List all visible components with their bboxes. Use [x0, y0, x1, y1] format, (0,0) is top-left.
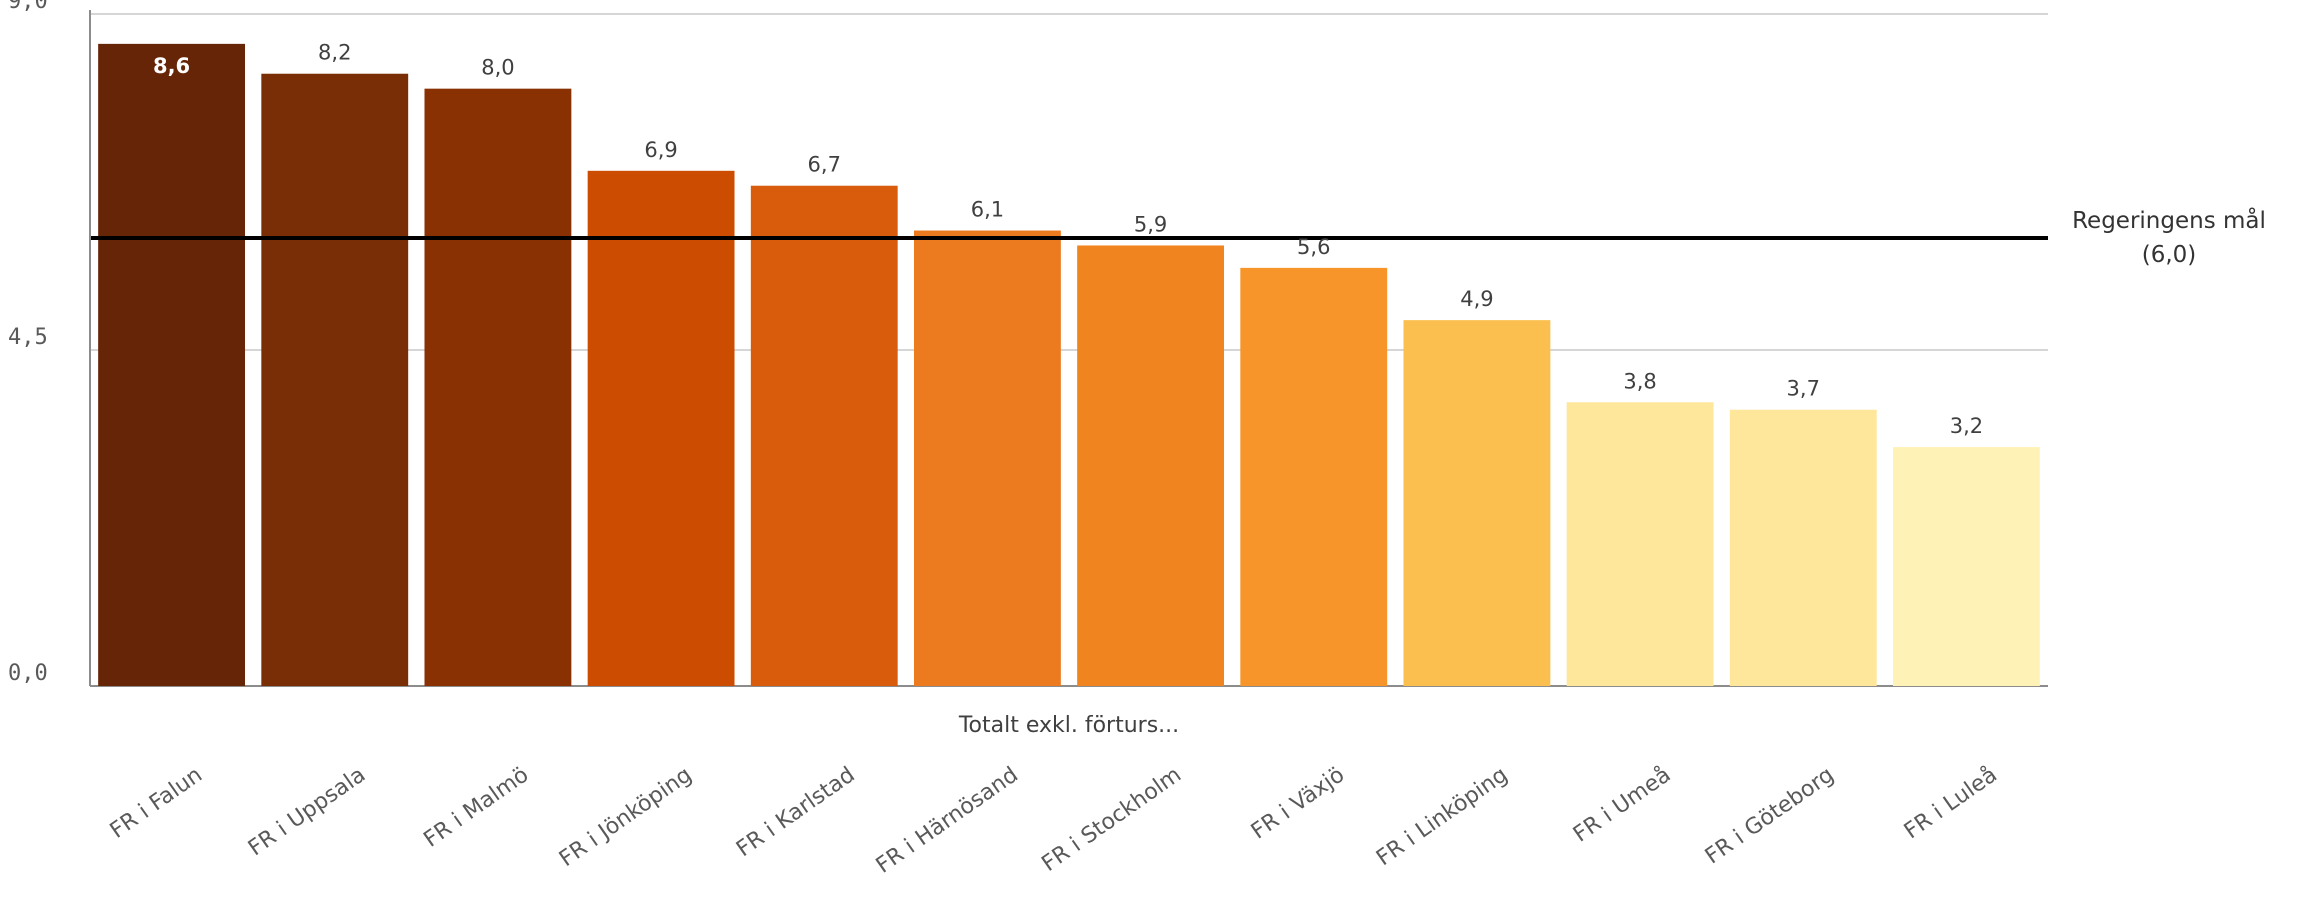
x-group-label: Totalt exkl. förturs...	[958, 713, 1179, 738]
bar-value-label: 8,2	[318, 41, 351, 65]
bar[interactable]	[261, 73, 409, 686]
bar[interactable]	[98, 43, 246, 687]
x-tick-label: FR i Uppsala	[244, 762, 370, 861]
bar[interactable]	[1077, 245, 1225, 686]
bar-value-label: 3,7	[1787, 377, 1820, 401]
reference-line-value: (6,0)	[2142, 242, 2197, 268]
bar[interactable]	[1729, 409, 1877, 686]
reference-line-label: Regeringens mål	[2072, 206, 2266, 234]
bar[interactable]	[1566, 402, 1714, 686]
bar[interactable]	[750, 185, 898, 686]
bar-value-label: 3,2	[1950, 414, 1983, 438]
x-tick-label: FR i Härnösand	[872, 762, 1023, 878]
y-tick-label: 9,0	[8, 0, 48, 14]
bar-value-label: 6,1	[971, 198, 1004, 222]
x-tick-label: FR i Umeå	[1568, 762, 1675, 848]
y-tick-label: 4,5	[8, 325, 48, 350]
bar-value-label: 6,7	[808, 153, 841, 177]
bar-value-label: 3,8	[1623, 369, 1656, 393]
x-tick-label: FR i Jönköping	[555, 762, 697, 872]
bar-value-label: 8,0	[481, 56, 514, 80]
bar-value-label: 5,6	[1297, 235, 1330, 259]
x-tick-label: FR i Stockholm	[1037, 762, 1186, 876]
x-tick-label: FR i Karlstad	[732, 762, 860, 862]
x-tick-label: FR i Falun	[106, 762, 207, 843]
bar[interactable]	[587, 170, 735, 687]
x-tick-label: FR i Luleå	[1899, 762, 2002, 845]
bar[interactable]	[1240, 267, 1388, 686]
bar-value-label: 8,6	[153, 54, 190, 78]
bar[interactable]	[1892, 447, 2040, 686]
bar[interactable]	[424, 88, 572, 686]
bar-value-label: 5,9	[1134, 212, 1167, 236]
x-tick-label: FR i Göteborg	[1701, 762, 1839, 869]
bars	[98, 43, 2040, 687]
gridlines	[90, 13, 2048, 687]
x-tick-label: FR i Växjö	[1247, 762, 1349, 844]
bar-value-label: 6,9	[644, 138, 677, 162]
bar-value-label: 4,9	[1460, 287, 1493, 311]
bar[interactable]	[1403, 320, 1551, 686]
x-tick-label: FR i Malmö	[419, 762, 533, 852]
y-tick-label: 0,0	[8, 661, 48, 686]
x-tick-label: FR i Linköping	[1372, 762, 1512, 871]
bar[interactable]	[913, 230, 1061, 687]
